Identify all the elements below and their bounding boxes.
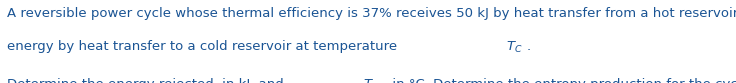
Text: .: . <box>527 40 531 53</box>
Text: $T_C$: $T_C$ <box>506 40 523 55</box>
Text: , in °C. Determine the entropy production for the cycle,: , in °C. Determine the entropy productio… <box>383 78 736 83</box>
Text: $T_C$: $T_C$ <box>363 78 379 83</box>
Text: A reversible power cycle whose thermal efficiency is 37% receives 50 kJ by heat : A reversible power cycle whose thermal e… <box>7 7 736 20</box>
Text: energy by heat transfer to a cold reservoir at temperature: energy by heat transfer to a cold reserv… <box>7 40 402 53</box>
Text: Determine the energy rejected, in kJ, and: Determine the energy rejected, in kJ, an… <box>7 78 289 83</box>
